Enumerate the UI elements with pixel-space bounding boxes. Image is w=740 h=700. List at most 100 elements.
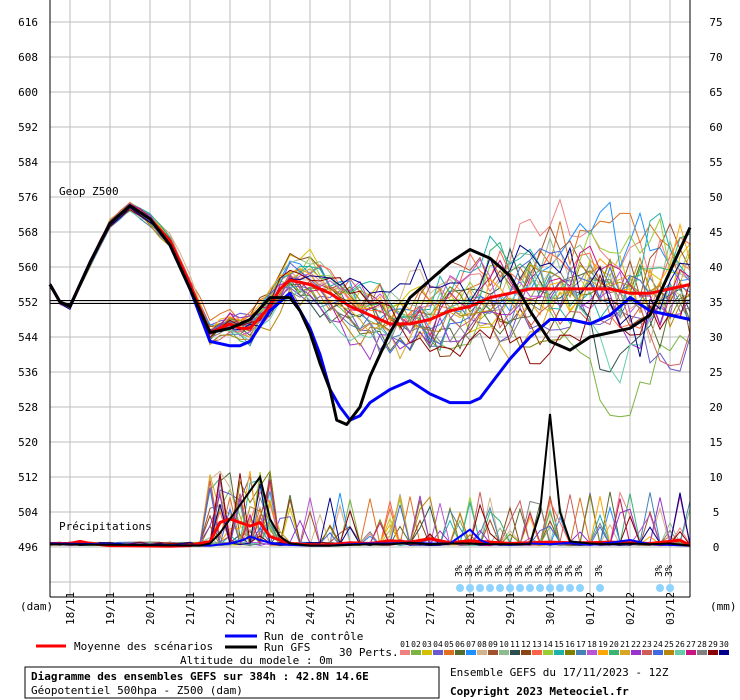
y2-tick-label: 40 bbox=[709, 261, 722, 274]
y-tick-label: 544 bbox=[18, 331, 38, 344]
y2-tick-label: 15 bbox=[709, 436, 722, 449]
snow-flake-icon bbox=[476, 584, 484, 592]
snow-flake-icon bbox=[496, 584, 504, 592]
legend-pert-number: 23 bbox=[642, 640, 652, 649]
y-tick-label: 568 bbox=[18, 226, 38, 239]
legend-perts-label: 30 Perts. bbox=[339, 646, 399, 659]
legend-pert-swatch bbox=[477, 650, 487, 655]
legend-pert-number: 12 bbox=[521, 640, 531, 649]
legend-pert-number: 24 bbox=[653, 640, 663, 649]
snow-symbol: 3% bbox=[554, 565, 565, 592]
legend-pert-number: 04 bbox=[433, 640, 443, 649]
perturbation-28-z500-line bbox=[49, 206, 691, 363]
x-tick-label: 23/11 bbox=[264, 592, 277, 625]
y2-tick-label: 60 bbox=[709, 121, 722, 134]
legend-pert-swatch bbox=[642, 650, 652, 655]
snow-symbol: 3% bbox=[504, 565, 515, 592]
legend-pert-number: 07 bbox=[466, 640, 476, 649]
snow-symbol: 3% bbox=[544, 565, 555, 592]
legend-pert-swatch bbox=[543, 650, 553, 655]
perturbation-25-z500-line bbox=[49, 206, 691, 347]
snow-percent-label: 3% bbox=[544, 565, 555, 577]
snow-symbol: 3% bbox=[514, 565, 525, 592]
legend-pert-number: 09 bbox=[488, 640, 498, 649]
y-tick-label: 560 bbox=[18, 261, 38, 274]
legend-pert-swatch bbox=[554, 650, 564, 655]
legend-pert-number: 25 bbox=[664, 640, 674, 649]
y-tick-label: 600 bbox=[18, 86, 38, 99]
legend-pert-number: 28 bbox=[697, 640, 707, 649]
x-tick-label: 24/11 bbox=[304, 592, 317, 625]
snow-percent-label: 3% bbox=[654, 565, 665, 577]
y2-tick-label: 70 bbox=[709, 51, 722, 64]
chart-subtitle: Géopotentiel 500hpa - Z500 (dam) bbox=[31, 684, 243, 697]
snow-flake-icon bbox=[656, 584, 664, 592]
y2-tick-label: 10 bbox=[709, 471, 722, 484]
right-unit: (mm) bbox=[710, 600, 737, 613]
snow-symbol: 3% bbox=[454, 565, 465, 592]
snow-flake-icon bbox=[566, 584, 574, 592]
y2-tick-label: 5 bbox=[713, 506, 720, 519]
plot-background bbox=[50, 0, 690, 597]
legend-pert-number: 20 bbox=[609, 640, 619, 649]
snow-symbol: 3% bbox=[654, 565, 665, 592]
legend-pert-swatch bbox=[455, 650, 465, 655]
snow-percent-label: 3% bbox=[554, 565, 565, 577]
y2-tick-label: 75 bbox=[709, 16, 722, 29]
y-tick-label: 616 bbox=[18, 16, 38, 29]
gfs-precip-line bbox=[49, 413, 691, 547]
snow-percent-label: 3% bbox=[454, 565, 465, 577]
legend-pert-number: 27 bbox=[686, 640, 696, 649]
snow-symbol: 3% bbox=[464, 565, 475, 592]
y-tick-label: 576 bbox=[18, 191, 38, 204]
legend-pert-swatch bbox=[488, 650, 498, 655]
legend-pert-swatch bbox=[719, 650, 729, 655]
y-tick-label: 528 bbox=[18, 401, 38, 414]
x-tick-label: 26/11 bbox=[384, 592, 397, 625]
legend-pert-number: 19 bbox=[598, 640, 608, 649]
y-tick-label: 520 bbox=[18, 436, 38, 449]
y2-tick-label: 25 bbox=[709, 366, 722, 379]
y-tick-label: 504 bbox=[18, 506, 38, 519]
snow-flake-icon bbox=[546, 584, 554, 592]
legend-pert-swatch bbox=[587, 650, 597, 655]
left-unit: (dam) bbox=[20, 600, 53, 613]
snow-symbol: 3% bbox=[484, 565, 495, 592]
snow-percent-label: 3% bbox=[474, 565, 485, 577]
legend-mean-label: Moyenne des scénarios bbox=[74, 640, 213, 653]
legend-pert-number: 03 bbox=[422, 640, 432, 649]
legend-pert-swatch bbox=[422, 650, 432, 655]
y-tick-label: 512 bbox=[18, 471, 38, 484]
x-tick-label: 20/11 bbox=[144, 592, 157, 625]
y2-tick-label: 65 bbox=[709, 86, 722, 99]
legend-pert-number: 15 bbox=[554, 640, 564, 649]
precip-label: Précipitations bbox=[59, 520, 152, 533]
snow-percent-label: 3% bbox=[574, 565, 585, 577]
legend-pert-swatch bbox=[532, 650, 542, 655]
legend-pert-number: 01 bbox=[400, 640, 410, 649]
legend-pert-swatch bbox=[697, 650, 707, 655]
snow-symbol: 3% bbox=[564, 565, 575, 592]
y-tick-label: 592 bbox=[18, 121, 38, 134]
snow-percent-label: 3% bbox=[664, 565, 675, 577]
x-tick-label: 18/11 bbox=[64, 592, 77, 625]
y-tick-label: 608 bbox=[18, 51, 38, 64]
y2-tick-label: 50 bbox=[709, 191, 722, 204]
x-tick-label: 27/11 bbox=[424, 592, 437, 625]
title-box: Diagramme des ensembles GEFS sur 384h : … bbox=[24, 666, 440, 699]
snow-flake-icon bbox=[556, 584, 564, 592]
snow-percent-label: 3% bbox=[524, 565, 535, 577]
legend-pert-number: 16 bbox=[565, 640, 575, 649]
x-tick-label: 29/11 bbox=[504, 592, 517, 625]
y2-tick-label: 45 bbox=[709, 226, 722, 239]
x-tick-label: 01/12 bbox=[584, 592, 597, 625]
legend-pert-swatch bbox=[664, 650, 674, 655]
x-tick-label: 02/12 bbox=[624, 592, 637, 625]
y2-tick-label: 30 bbox=[709, 331, 722, 344]
copyright: Copyright 2023 Meteociel.fr bbox=[450, 685, 629, 698]
main-series bbox=[48, 204, 692, 548]
snow-flake-icon bbox=[486, 584, 494, 592]
legend-pert-swatch bbox=[499, 650, 509, 655]
y2-tick-label: 35 bbox=[709, 296, 722, 309]
y2-tick-label: 55 bbox=[709, 156, 722, 169]
